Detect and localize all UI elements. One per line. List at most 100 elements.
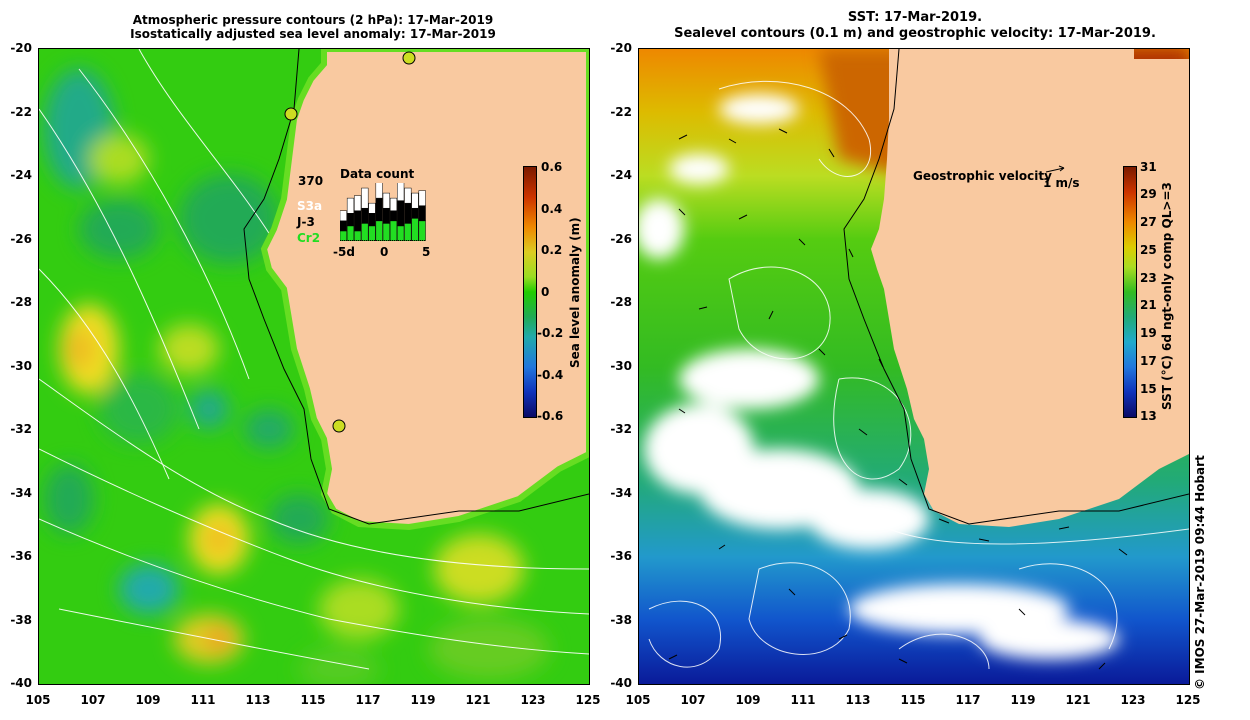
y-tick: -36 <box>610 549 632 563</box>
y-tick: -22 <box>10 105 32 119</box>
velocity-scale-arrowhead <box>1058 165 1065 172</box>
count-x-tick: 5 <box>422 245 431 259</box>
y-tick: -40 <box>10 676 32 690</box>
data-count-histogram <box>340 183 426 241</box>
cb-tick: 17 <box>1140 354 1157 368</box>
velocity-legend-label: Geostrophic velocity <box>913 169 1052 183</box>
x-tick: 109 <box>135 693 161 707</box>
tide-gauge-marker[interactable] <box>402 51 416 65</box>
data-count-title: Data count <box>340 167 415 181</box>
y-tick: -26 <box>10 232 32 246</box>
count-bar-s3a <box>411 192 419 209</box>
x-tick: 111 <box>190 693 216 707</box>
count-bar-cr2 <box>346 225 355 241</box>
count-bar-cr2 <box>404 223 412 241</box>
count-bar-j3 <box>382 207 390 224</box>
x-tick: 109 <box>735 693 761 707</box>
imos-credit: © IMOS 27-Mar-2019 09:44 Hobart <box>1193 455 1207 690</box>
count-bar-j3 <box>397 200 405 227</box>
count-bar-j3 <box>404 202 412 224</box>
count-bar-cr2 <box>375 220 383 241</box>
count-bar-j3 <box>368 213 376 227</box>
velocity-scale-arrow <box>1045 167 1065 173</box>
australia-landmass <box>260 49 589 531</box>
sst-map[interactable] <box>638 48 1190 685</box>
cb-tick: 15 <box>1140 382 1157 396</box>
count-bar-cr2 <box>411 218 419 241</box>
y-tick: -38 <box>610 613 632 627</box>
count-bar-cr2 <box>340 230 347 241</box>
shelf-contour <box>243 49 589 525</box>
sla-colorbar-title: Sea level anomaly (m) <box>568 217 582 368</box>
count-bar-s3a <box>382 192 390 209</box>
right-title: SST: 17-Mar-2019. Sealevel contours (0.1… <box>600 10 1230 42</box>
cb-tick: -0.2 <box>537 326 564 340</box>
count-bar-s3a <box>368 202 376 214</box>
count-bar-s3a <box>354 195 362 211</box>
x-tick: 123 <box>520 693 546 707</box>
mission-j3-label: J-3 <box>297 215 315 229</box>
x-tick: 121 <box>465 693 491 707</box>
mission-s3a-label: S3a <box>297 199 323 213</box>
cb-tick: 29 <box>1140 187 1157 201</box>
cb-tick: 0.6 <box>541 160 563 174</box>
x-tick: 105 <box>625 693 651 707</box>
count-x-tick: -5d <box>333 245 355 259</box>
tide-gauge-marker[interactable] <box>332 419 346 433</box>
geostrophic-velocity-arrows <box>668 128 1128 670</box>
y-tick: -32 <box>610 422 632 436</box>
cb-tick: 13 <box>1140 409 1157 423</box>
x-tick: 125 <box>575 693 601 707</box>
count-bar-s3a <box>361 187 369 209</box>
y-tick: -34 <box>10 486 32 500</box>
cb-tick: 0 <box>541 285 550 299</box>
cb-tick: -0.4 <box>537 368 564 382</box>
count-bar-j3 <box>375 197 383 222</box>
cloud-mask <box>639 94 1119 659</box>
x-tick: 111 <box>790 693 816 707</box>
x-tick: 107 <box>80 693 106 707</box>
velocity-legend-scale: 1 m/s <box>1043 176 1080 190</box>
x-tick: 105 <box>25 693 51 707</box>
cb-tick: 0.4 <box>541 202 563 216</box>
shelf-contour <box>843 49 1189 525</box>
x-tick: 113 <box>845 693 871 707</box>
x-tick: 117 <box>955 693 981 707</box>
count-bar-s3a <box>375 183 383 199</box>
count-bar-j3 <box>411 207 419 219</box>
right-title-line1: SST: 17-Mar-2019. <box>847 10 983 25</box>
count-bar-j3 <box>346 213 355 227</box>
x-tick: 107 <box>680 693 706 707</box>
tide-gauge-marker[interactable] <box>284 107 298 121</box>
count-bar-cr2 <box>418 220 426 241</box>
count-bar-cr2 <box>361 223 369 241</box>
count-bar-j3 <box>418 205 426 222</box>
count-bar-j3 <box>389 210 398 222</box>
sealevel-contours <box>648 80 1189 670</box>
cb-tick: 25 <box>1140 243 1157 257</box>
count-x-tick: 0 <box>380 245 389 259</box>
right-title-line2: Sealevel contours (0.1 m) and geostrophi… <box>674 26 1156 41</box>
mission-cr2-label: Cr2 <box>297 231 321 245</box>
x-tick: 121 <box>1065 693 1091 707</box>
x-tick: 123 <box>1120 693 1146 707</box>
cb-tick: 0.2 <box>541 243 563 257</box>
sla-map[interactable] <box>38 48 590 685</box>
count-bar-j3 <box>340 220 347 232</box>
y-tick: -40 <box>610 676 632 690</box>
cb-tick: 23 <box>1140 271 1157 285</box>
cb-tick: 27 <box>1140 215 1157 229</box>
left-title: Atmospheric pressure contours (2 hPa): 1… <box>38 13 588 41</box>
sla-colorbar <box>523 166 537 418</box>
count-bar-j3 <box>354 210 362 232</box>
x-tick: 113 <box>245 693 271 707</box>
count-bar-s3a <box>418 190 426 206</box>
y-tick: -20 <box>10 41 32 55</box>
y-tick: -38 <box>10 613 32 627</box>
sla-anomaly-field <box>44 69 549 684</box>
count-bar-cr2 <box>354 230 362 241</box>
cb-tick: 21 <box>1140 298 1157 312</box>
x-tick: 125 <box>1175 693 1201 707</box>
count-bar-j3 <box>361 207 369 224</box>
count-bar-s3a <box>389 197 398 211</box>
